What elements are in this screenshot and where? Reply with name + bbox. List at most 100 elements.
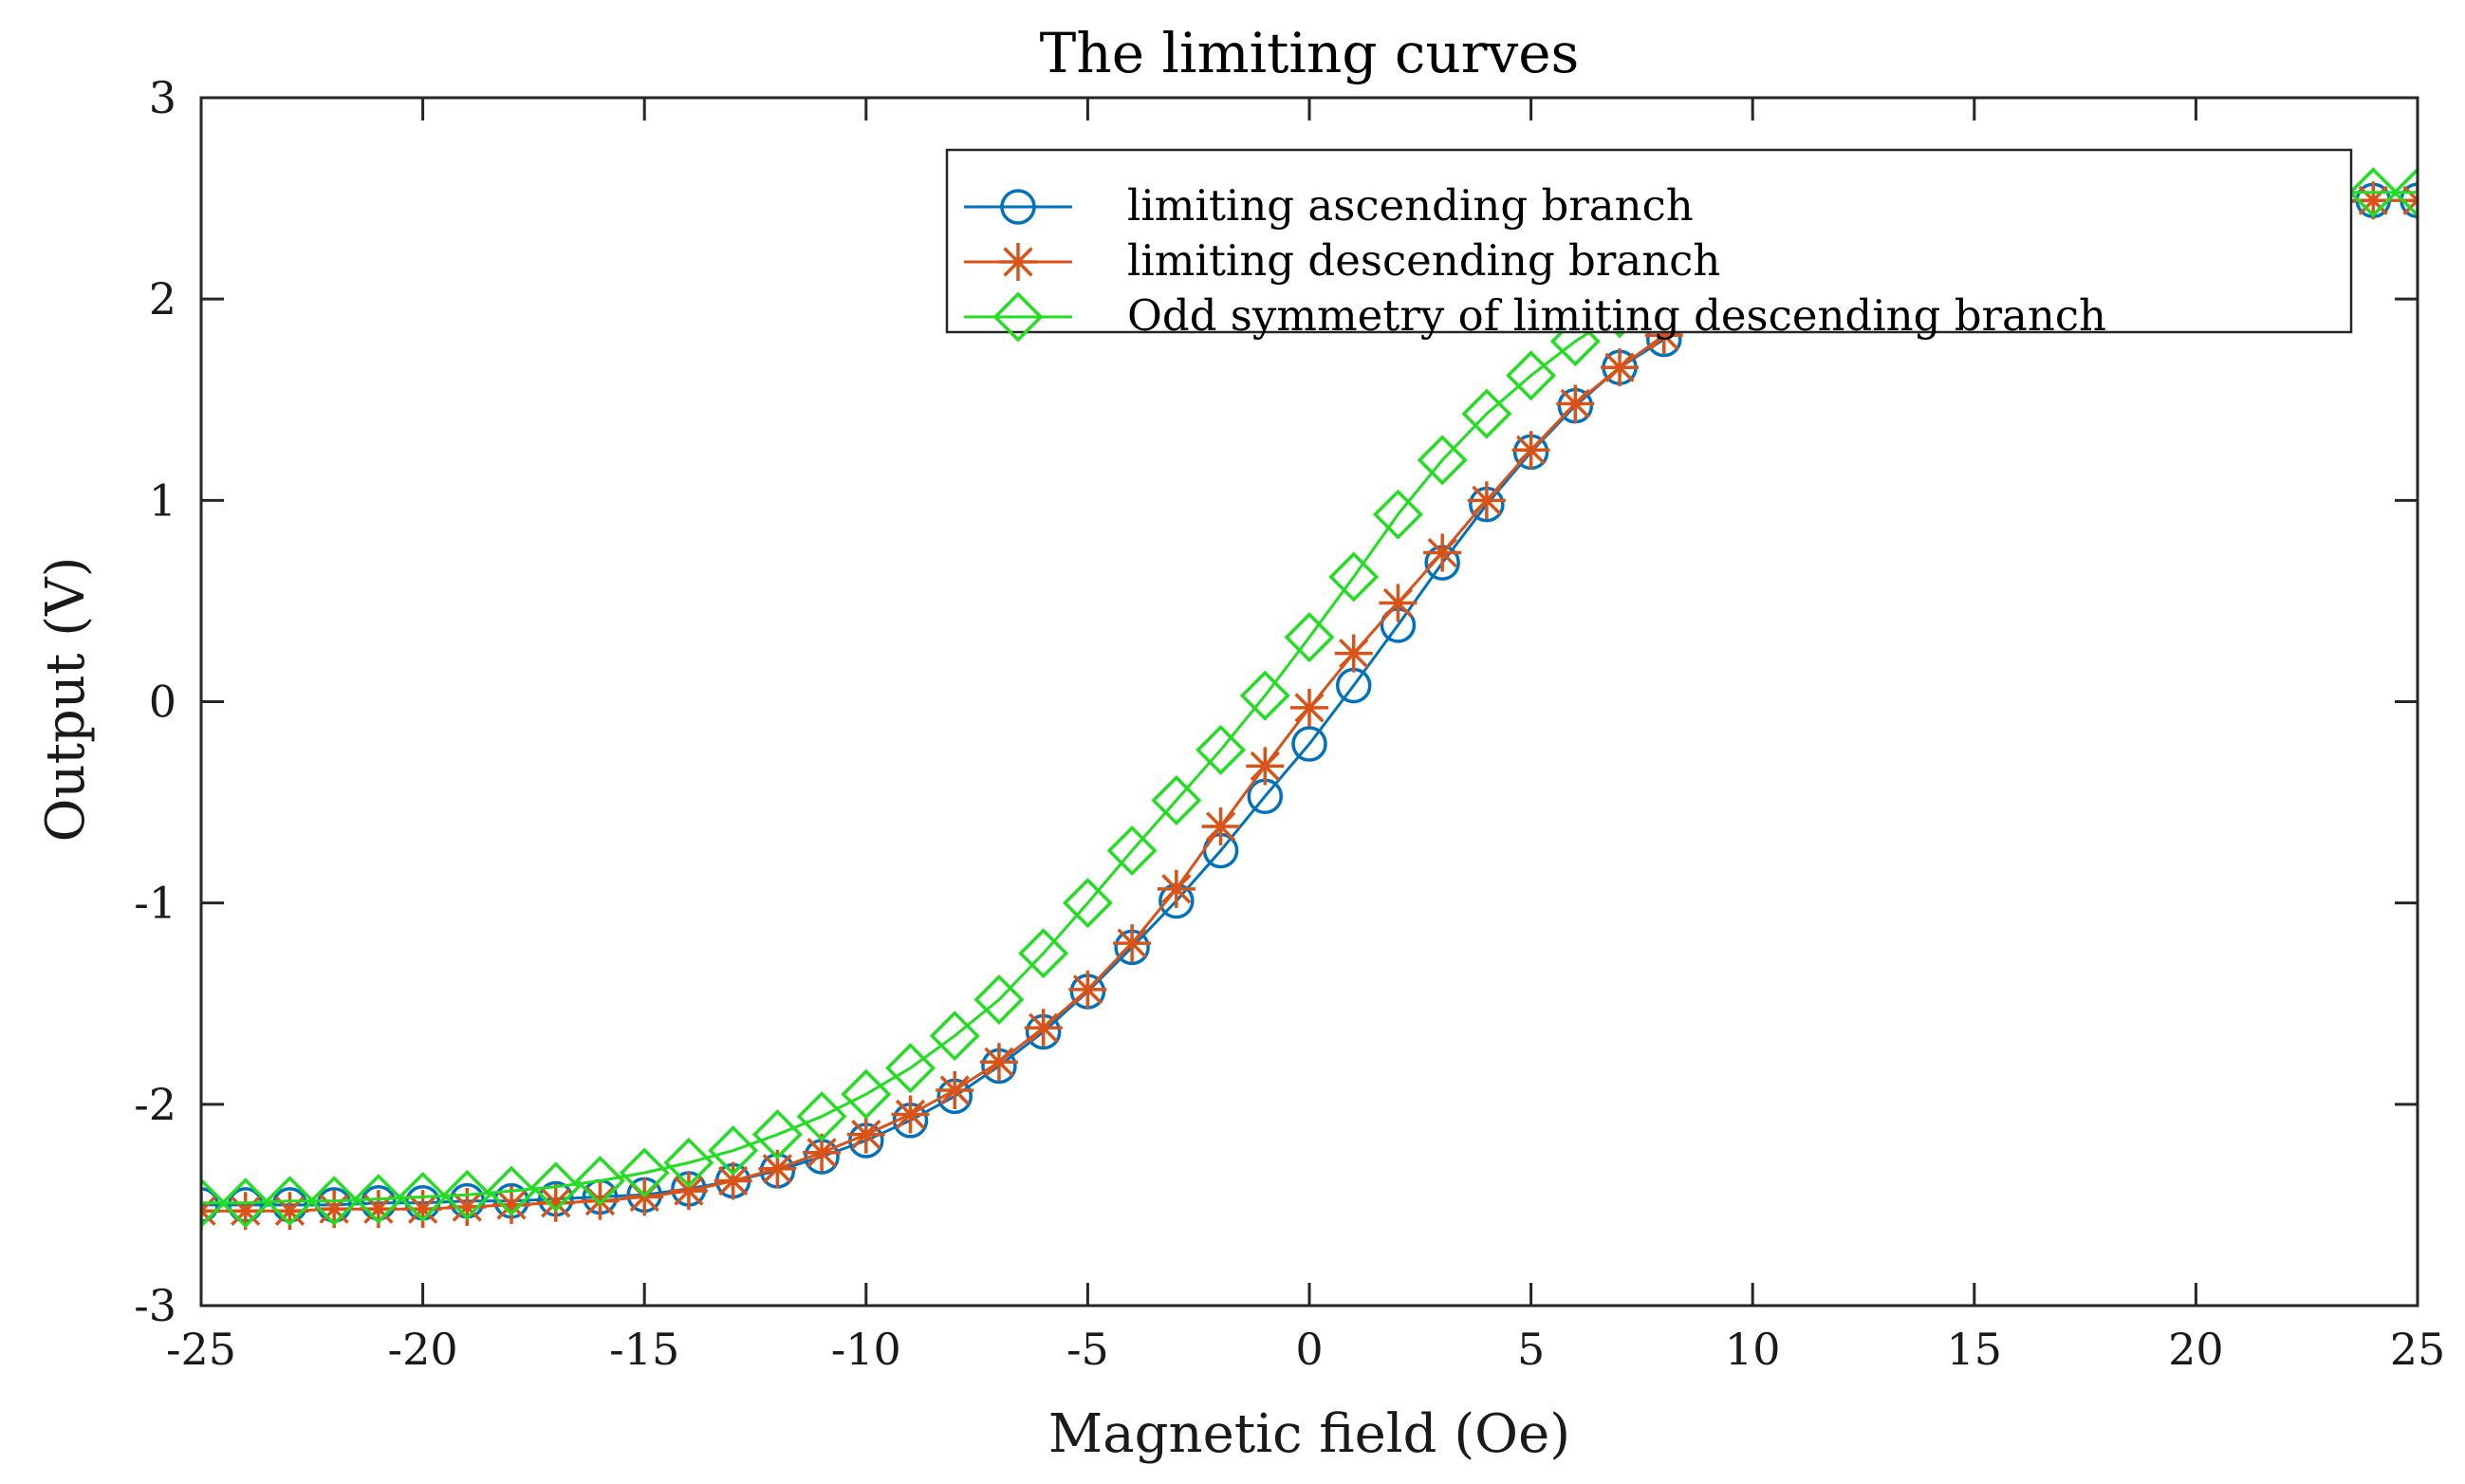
data-point [1417,435,1468,486]
data-point [1601,348,1640,387]
x-tick-label: -10 [831,1324,901,1375]
y-axis-label: Output (V) [35,557,97,843]
data-point [1334,634,1373,673]
data-point [1062,878,1113,929]
data-point [2354,181,2393,220]
data-point [581,1181,620,1220]
legend-label: limiting ascending branch [1127,180,1694,231]
data-point [2392,167,2418,218]
data-point [308,1176,360,1227]
data-point [1284,612,1335,663]
data-point [448,1188,487,1227]
data-point [846,1115,885,1154]
data-point [575,1155,625,1206]
legend-marker [999,243,1037,281]
data-point [536,1183,575,1222]
y-tick-label: -2 [134,1079,176,1130]
data-point [1106,825,1158,876]
data-point [1290,688,1328,727]
y-tick-label: 0 [149,677,176,728]
y-tick-label: 3 [149,72,176,123]
chart-title: The limiting curves [1040,21,1580,85]
data-point [1201,807,1240,846]
data-point [403,1190,442,1229]
x-tick-label: 5 [1517,1324,1545,1375]
plot-area-frame [199,96,2419,1308]
data-point [929,1011,980,1062]
data-point [841,1068,892,1120]
data-point [1556,384,1595,423]
x-tick-label: -5 [1066,1324,1109,1375]
legend-box [945,148,2353,334]
data-point [1018,928,1069,979]
data-point [441,1169,492,1220]
legend-marker [1000,189,1036,225]
data-point [619,1147,670,1198]
data-point [1549,316,1601,367]
data-point [758,1149,797,1188]
data-point [1239,670,1290,721]
data-point [226,1192,265,1231]
data-point [979,1043,1018,1082]
legend-entry: Odd symmetry of limiting descending bran… [964,290,2106,343]
data-point [714,1161,752,1200]
data-point [220,1178,271,1229]
data-point [803,1133,842,1172]
y-tick-label: 1 [149,474,176,526]
data-point [1467,481,1506,520]
data-point [492,1185,531,1224]
data-point [1068,970,1107,1009]
data-point [891,1095,930,1134]
legend-label: limiting descending branch [1127,235,1720,286]
data-point [398,1171,449,1222]
data-point [530,1161,582,1213]
x-tick-label: 10 [1725,1324,1781,1375]
data-point [1372,489,1423,540]
data-point [885,1043,936,1094]
data-point [1506,350,1557,401]
data-point [708,1125,759,1177]
data-point [315,1190,354,1229]
x-axis-label: Magnetic field (Oe) [1048,1403,1570,1465]
data-point [1461,388,1512,439]
data-point [796,1091,847,1142]
x-tick-label: -15 [609,1324,679,1375]
legend-entry: limiting ascending branch [964,180,1694,231]
data-point [353,1174,404,1225]
y-tick-label: -3 [134,1280,176,1331]
x-tick-label: 20 [2168,1324,2224,1375]
data-point [669,1172,708,1211]
data-point [1157,869,1195,908]
x-tick-label: 15 [1947,1324,2003,1375]
data-point [1511,431,1550,470]
data-point [1644,316,1683,355]
data-point [1291,726,1327,762]
data-point [1246,747,1285,786]
x-tick-label: -25 [166,1324,236,1375]
data-point [1195,724,1247,775]
legend-entry: limiting descending branch [964,235,1720,286]
y-tick-label: -1 [134,878,176,929]
data-point [270,1192,309,1231]
legend-label: Odd symmetry of limiting descending bran… [1127,290,2106,341]
data-point [201,1187,219,1223]
x-tick-label: 25 [2390,1324,2446,1375]
data-point [973,974,1025,1025]
data-point [663,1137,714,1188]
data-point [1379,584,1418,622]
data-point [486,1165,537,1216]
data-point [264,1176,315,1227]
data-point [1328,551,1380,603]
data-point [1024,1009,1063,1048]
x-tick-label: -20 [388,1324,458,1375]
data-point [936,1070,974,1109]
y-tick-label: 2 [149,273,176,325]
data-point [751,1109,803,1160]
x-tick-label: 0 [1295,1324,1323,1375]
legend-marker [992,291,1044,343]
data-point [1151,774,1202,825]
data-point [359,1190,398,1229]
data-point [1423,533,1462,572]
